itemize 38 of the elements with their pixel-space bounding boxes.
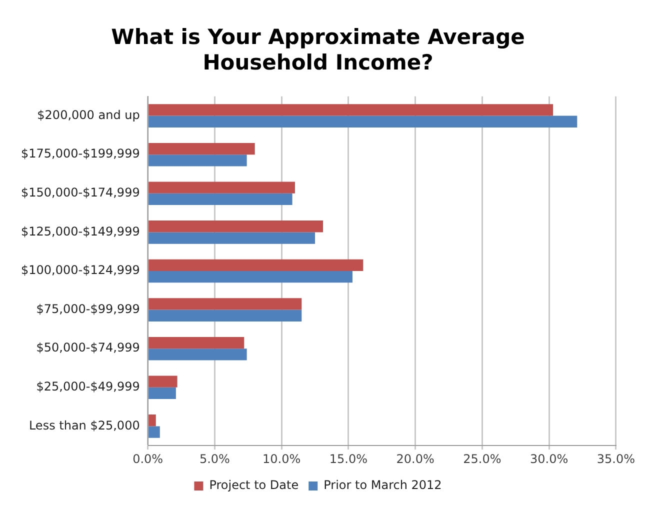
- bar: [148, 310, 302, 322]
- y-tick-label: $25,000-$49,999: [36, 380, 140, 394]
- bar: [148, 298, 302, 310]
- bar: [148, 154, 247, 166]
- x-tick-label: 5.0%: [199, 452, 230, 466]
- bar: [148, 259, 364, 271]
- bar: [148, 414, 156, 426]
- bar: [148, 376, 178, 388]
- chart-title: What is Your Approximate Average Household Income?: [111, 25, 525, 74]
- x-tick-label: 10.0%: [262, 452, 301, 466]
- y-tick-label: $175,000-$199,999: [20, 146, 140, 161]
- legend-label: Prior to March 2012: [324, 478, 442, 492]
- y-tick-label: $50,000-$74,999: [36, 340, 140, 355]
- y-tick-label: $150,000-$174,999: [20, 186, 140, 200]
- y-tick-label: $75,000-$99,999: [36, 302, 140, 316]
- y-tick-label: Less than $25,000: [28, 418, 140, 432]
- bar: [148, 182, 295, 194]
- x-tick-label: 35.0%: [596, 452, 635, 466]
- y-tick-label: $200,000 and up: [37, 108, 140, 122]
- bar: [148, 336, 244, 349]
- x-tick-label: 0.0%: [132, 452, 164, 466]
- bar: [148, 142, 255, 155]
- bar: [148, 193, 292, 206]
- bar: [148, 220, 324, 232]
- bar: [148, 387, 176, 400]
- x-tick-label: 20.0%: [396, 452, 434, 466]
- x-tick-label: 15.0%: [329, 452, 368, 466]
- x-tick-label: 25.0%: [463, 452, 502, 466]
- bar: [148, 426, 160, 438]
- legend-label: Project to Date: [209, 478, 299, 492]
- bar: [148, 232, 316, 244]
- y-tick-label: $100,000-$124,999: [20, 263, 140, 278]
- bar: [148, 116, 578, 128]
- bar: [148, 104, 554, 116]
- bar: [148, 271, 352, 283]
- bar: [148, 348, 247, 360]
- x-tick-label: 30.0%: [530, 452, 568, 466]
- y-tick-label: $125,000-$149,999: [20, 224, 140, 238]
